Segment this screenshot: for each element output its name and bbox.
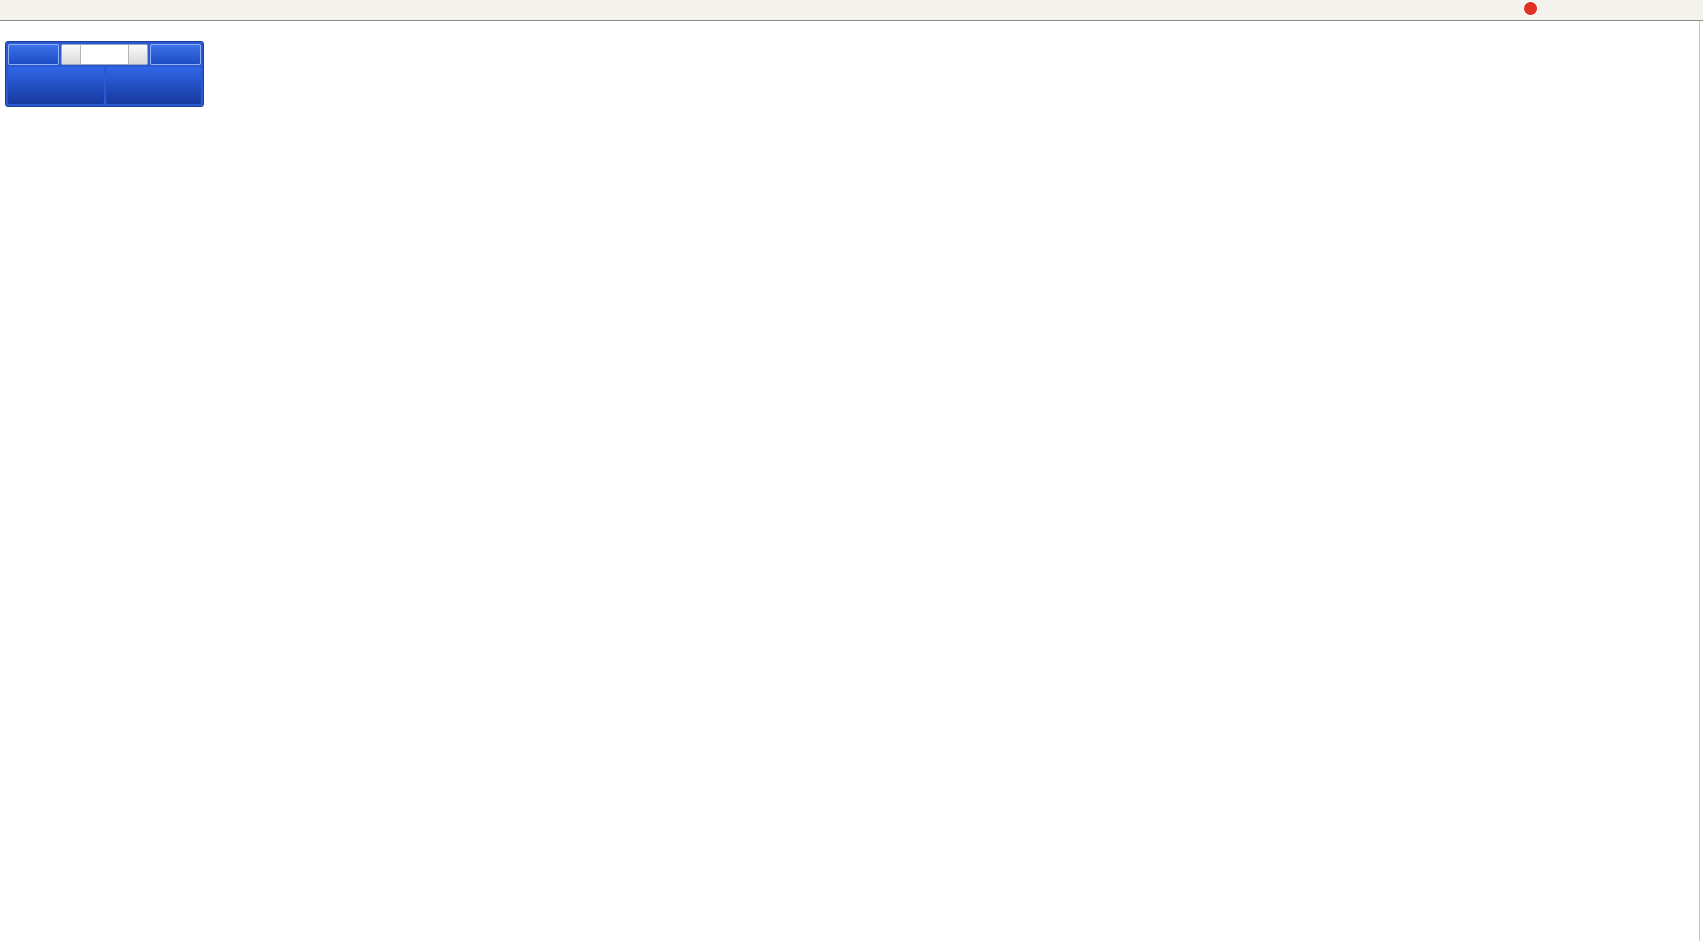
volume-input[interactable] [81, 45, 128, 64]
notification-badge [1523, 1, 1538, 16]
toolbar [0, 0, 1703, 21]
buy-button[interactable] [150, 44, 201, 65]
chart-workspace [0, 21, 1703, 941]
search-icon[interactable] [1478, 1, 1503, 21]
one-click-trading-panel [5, 41, 204, 107]
rsi-label [6, 755, 9, 767]
buy-price-tile[interactable] [105, 67, 201, 104]
volume-decrease-button[interactable] [62, 45, 81, 64]
window-edge [1699, 21, 1700, 941]
notifications-icon[interactable] [1512, 1, 1538, 21]
sell-price-tile[interactable] [8, 67, 104, 104]
volume-increase-button[interactable] [128, 45, 147, 64]
macd-label [6, 583, 12, 595]
sell-button[interactable] [8, 44, 59, 65]
volume-stepper [61, 44, 148, 65]
